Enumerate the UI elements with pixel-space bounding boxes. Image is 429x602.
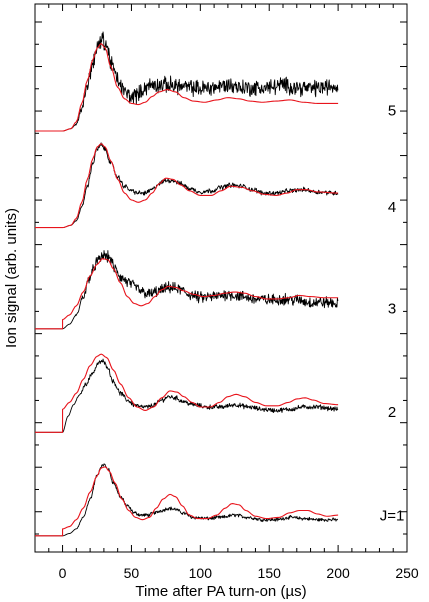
- experiment-trace-2: [35, 250, 339, 330]
- experiment-trace-3: [35, 142, 339, 229]
- experiment-trace-1: [35, 358, 339, 433]
- simulation-trace-1: [35, 353, 339, 433]
- axis-ticks: [34, 4, 408, 552]
- plot-curves: [35, 31, 339, 537]
- experiment-trace-0: [35, 463, 339, 537]
- series-label-1: 2: [388, 404, 396, 421]
- x-tick-label: 250: [395, 565, 419, 581]
- series-label-2: 3: [388, 300, 396, 317]
- simulation-trace-2: [35, 258, 339, 330]
- x-tick-label: 200: [326, 565, 350, 581]
- plot-frame: [34, 3, 408, 553]
- x-tick-labels: 0 50 100 150 200 250: [59, 565, 419, 581]
- x-tick-label: 50: [124, 565, 140, 581]
- series-label-4: 5: [388, 103, 396, 120]
- series-label-3: 4: [388, 199, 396, 216]
- x-tick-label: 150: [258, 565, 282, 581]
- simulation-trace-4: [35, 43, 339, 132]
- simulation-trace-0: [35, 466, 339, 537]
- simulation-trace-3: [35, 143, 339, 229]
- y-axis-label: Ion signal (arb. units): [3, 208, 20, 348]
- series-label-0: J=1: [380, 507, 405, 524]
- experiment-trace-4: [35, 31, 339, 132]
- x-tick-label: 100: [189, 565, 213, 581]
- x-tick-label: 0: [59, 565, 67, 581]
- x-axis-label: Time after PA turn-on (µs): [135, 583, 306, 600]
- series-labels: J=1 2 3 4 5: [380, 103, 405, 525]
